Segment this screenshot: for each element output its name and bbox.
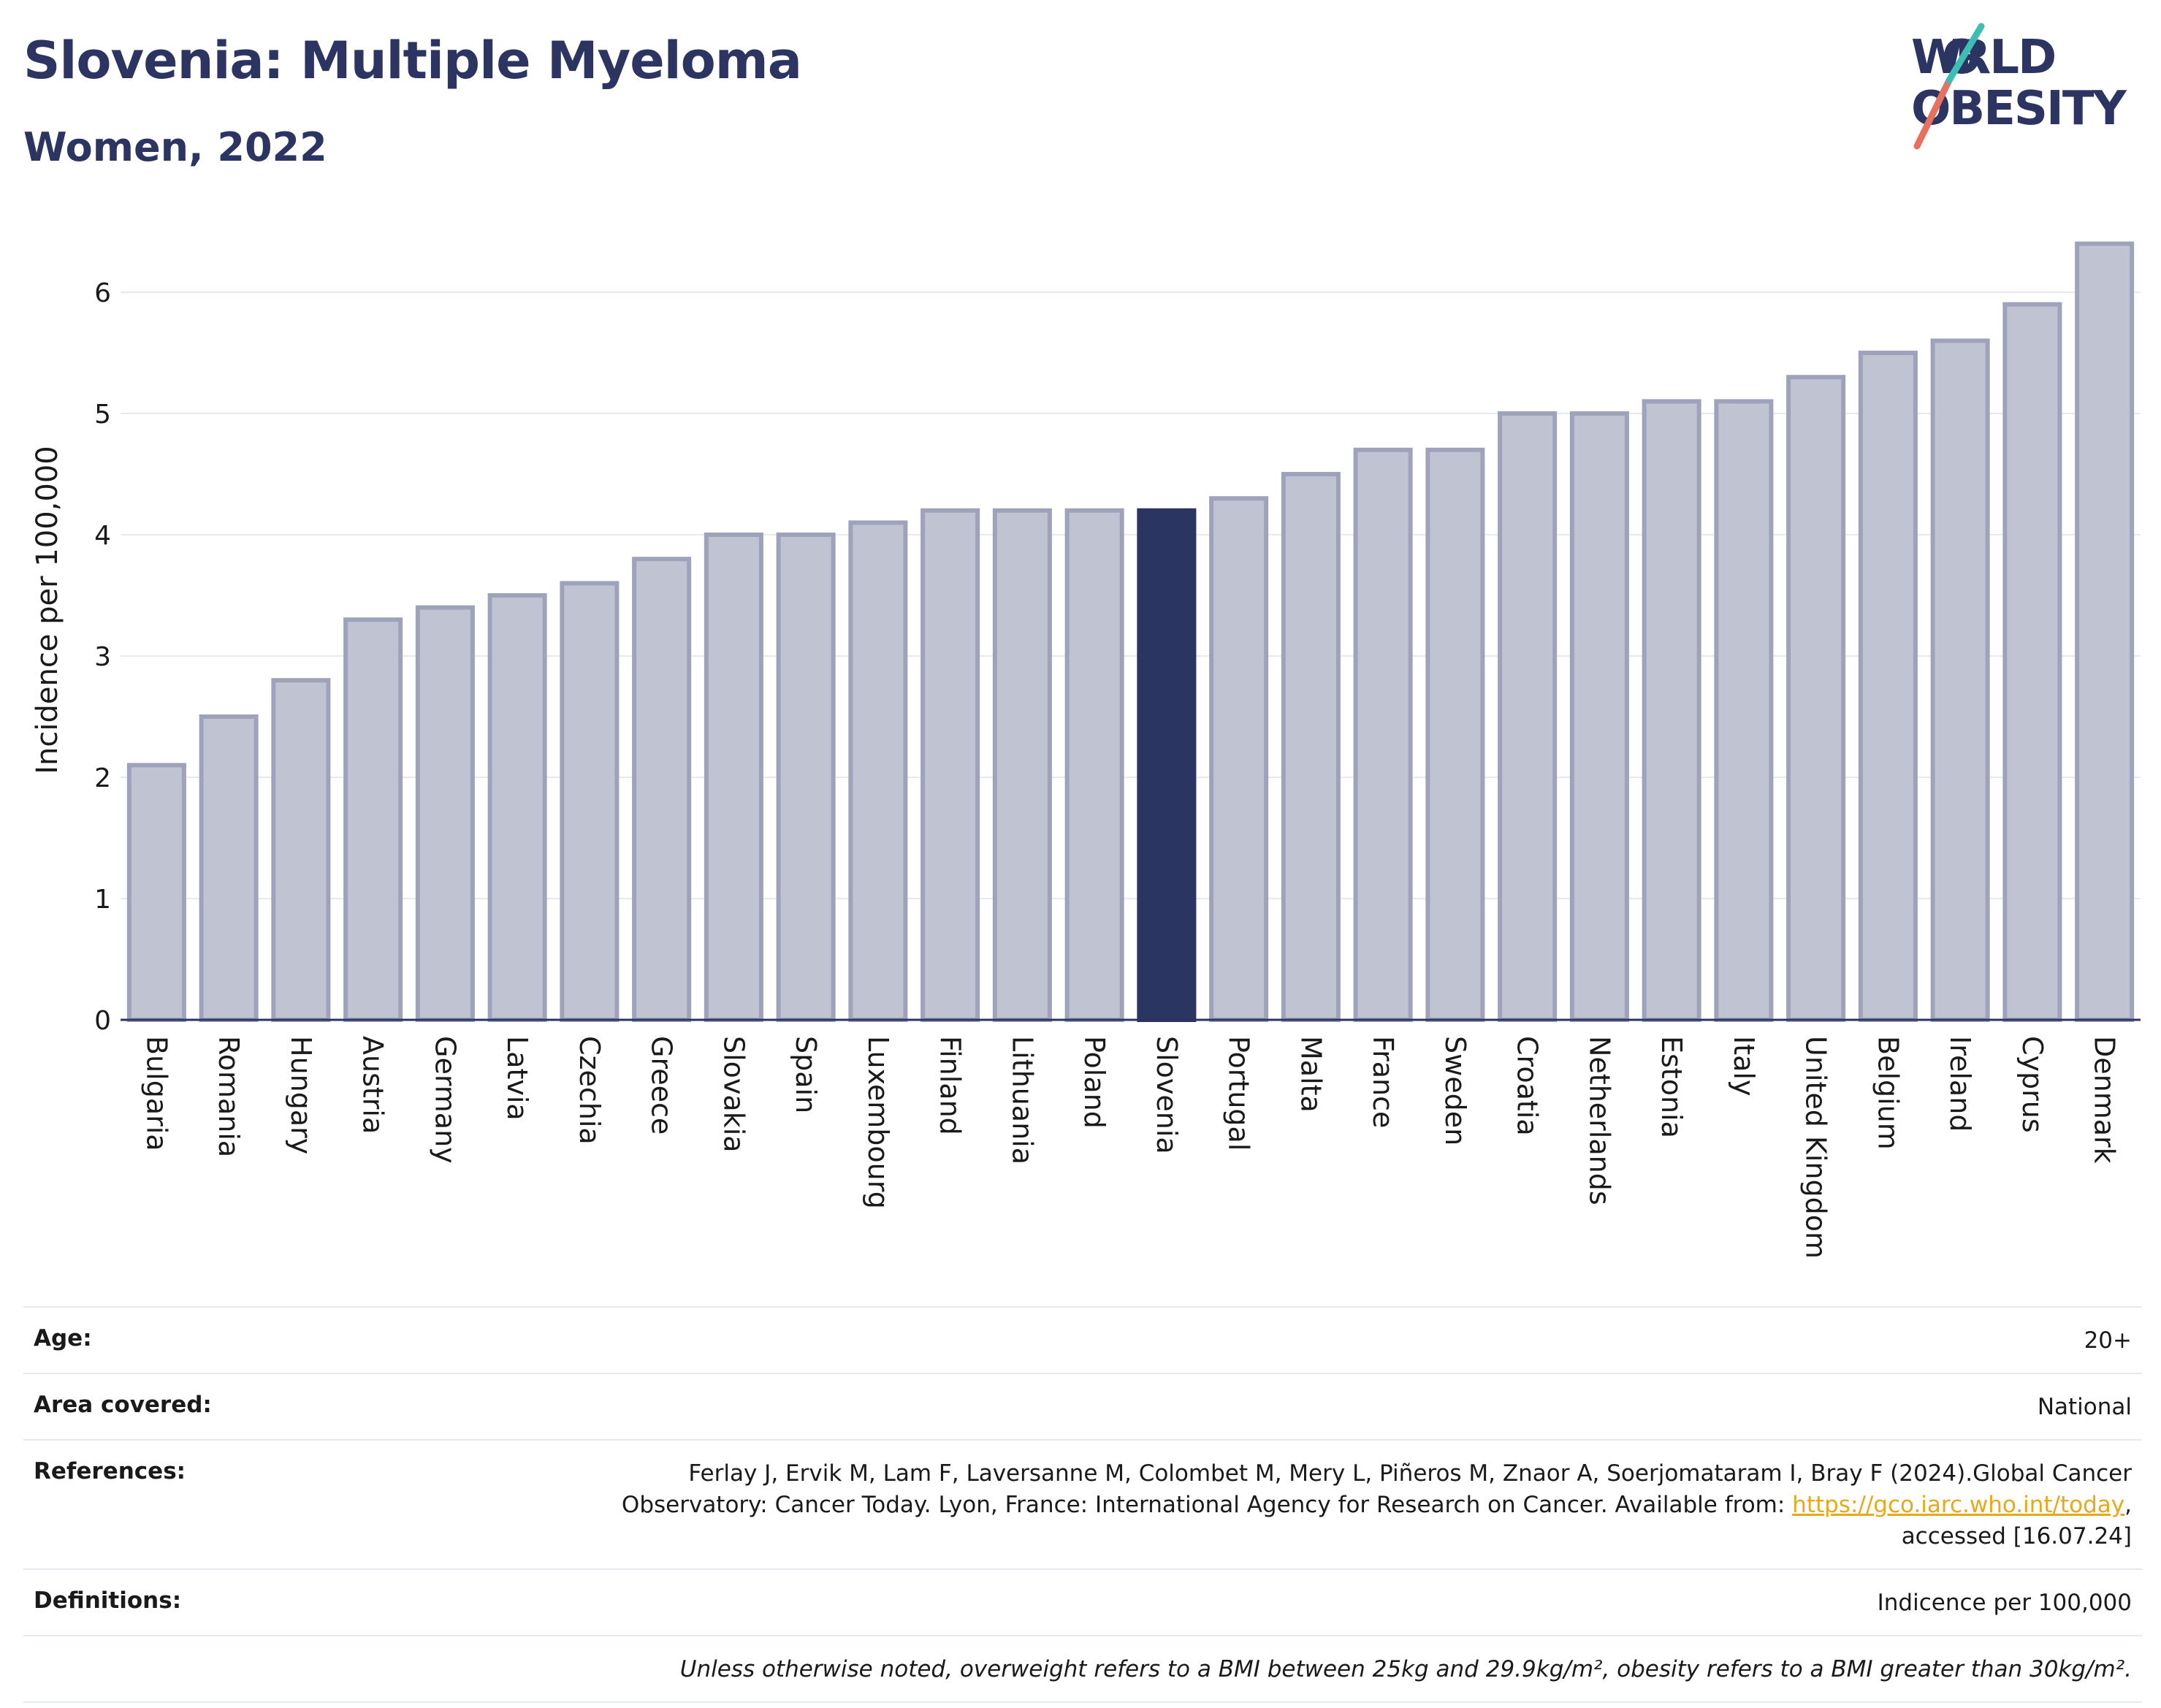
bar-czechia — [560, 581, 620, 1022]
x-tick-label: United Kingdom — [1800, 1036, 1832, 1259]
bar-netherlands — [1569, 411, 1629, 1022]
info-table: Age: 20+ Area covered: National Referenc… — [23, 1306, 2142, 1703]
bar-finland — [921, 508, 980, 1022]
x-tick-label: Latvia — [501, 1036, 533, 1121]
y-tick-label: 1 — [94, 885, 111, 915]
references-line-2: Observatory: Cancer Today. Lyon, France:… — [621, 1492, 1793, 1518]
references-line-1: Ferlay J, Ervik M, Lam F, Laversanne M, … — [688, 1460, 2132, 1487]
bar-slovakia — [704, 533, 763, 1022]
info-row-references: References: Ferlay J, Ervik M, Lam F, La… — [23, 1439, 2142, 1568]
bar-lithuania — [992, 508, 1052, 1022]
x-tick-label: Germany — [429, 1036, 461, 1164]
bar-hungary — [271, 678, 331, 1022]
bar-portugal — [1209, 496, 1269, 1022]
x-tick-label: Denmark — [2089, 1036, 2121, 1164]
x-tick-label: Netherlands — [1583, 1036, 1615, 1205]
x-tick-label: Lithuania — [1006, 1036, 1038, 1164]
age-label: Age: — [34, 1325, 92, 1351]
info-row-definitions: Definitions: Indicence per 100,000 — [23, 1568, 2142, 1635]
references-label: References: — [34, 1458, 186, 1484]
bar-poland — [1064, 508, 1124, 1022]
x-tick-label: Czechia — [573, 1036, 606, 1145]
x-tick-label: Estonia — [1655, 1036, 1688, 1138]
x-tick-label: Cyprus — [2016, 1036, 2048, 1133]
y-tick-label: 6 — [94, 278, 111, 308]
bar-sweden — [1425, 447, 1485, 1022]
bar-malta — [1281, 472, 1341, 1022]
y-tick-label: 3 — [94, 642, 111, 672]
y-tick-label: 0 — [94, 1006, 111, 1036]
x-tick-label: Finland — [934, 1036, 967, 1135]
references-value: Ferlay J, Ervik M, Lam F, Laversanne M, … — [622, 1458, 2132, 1552]
y-tick-label: 5 — [94, 400, 111, 430]
bar-denmark — [2075, 241, 2135, 1023]
bar-estonia — [1642, 399, 1701, 1022]
bar-greece — [632, 557, 692, 1022]
x-tick-label: Croatia — [1512, 1036, 1544, 1136]
x-tick-label: Hungary — [285, 1036, 317, 1154]
x-tick-label: France — [1367, 1036, 1399, 1128]
x-tick-label: Spain — [790, 1036, 822, 1113]
x-tick-label: Poland — [1078, 1036, 1110, 1129]
age-value: 20+ — [2084, 1327, 2132, 1354]
y-axis-label: Incidence per 100,000 — [31, 446, 64, 774]
x-tick-label: Belgium — [1872, 1036, 1904, 1150]
world-obesity-logo: W RLD O OBESITY — [1911, 23, 2128, 150]
bar-france — [1353, 447, 1413, 1022]
bar-romania — [199, 714, 259, 1022]
references-line-3: accessed [16.07.24] — [1901, 1523, 2132, 1549]
x-tick-label: Italy — [1728, 1036, 1760, 1096]
references-line-2-end: , — [2124, 1492, 2132, 1518]
x-tick-label: Ireland — [1944, 1036, 1976, 1132]
info-row-area: Area covered: National — [23, 1373, 2142, 1439]
x-tick-label: Luxembourg — [862, 1036, 894, 1209]
bar-belgium — [1858, 351, 1918, 1022]
page-subtitle: Women, 2022 — [23, 124, 327, 170]
bmi-note: Unless otherwise noted, overweight refer… — [679, 1656, 2132, 1682]
definitions-value: Indicence per 100,000 — [1877, 1590, 2132, 1616]
x-tick-label: Slovenia — [1151, 1036, 1183, 1154]
area-value: National — [2037, 1394, 2132, 1420]
x-tick-label: Romania — [213, 1036, 245, 1157]
bar-austria — [343, 617, 403, 1022]
definitions-label: Definitions: — [34, 1587, 182, 1614]
y-tick-label: 4 — [94, 521, 111, 551]
x-tick-label: Austria — [357, 1036, 389, 1134]
bar-bulgaria — [126, 763, 186, 1023]
x-tick-label: Malta — [1295, 1036, 1327, 1113]
bar-united-kingdom — [1786, 375, 1846, 1022]
bar-germany — [415, 605, 475, 1022]
references-link[interactable]: https://gco.iarc.who.int/today — [1792, 1492, 2125, 1518]
x-tick-label: Bulgaria — [140, 1036, 172, 1151]
x-tick-label: Sweden — [1439, 1036, 1471, 1145]
page-title: Slovenia: Multiple Myeloma — [23, 31, 802, 91]
x-tick-label: Greece — [646, 1036, 678, 1135]
bar-latvia — [487, 593, 547, 1022]
x-tick-label: Portugal — [1223, 1036, 1255, 1151]
info-row-note: Unless otherwise noted, overweight refer… — [23, 1635, 2142, 1703]
bar-ireland — [1930, 338, 1990, 1022]
y-tick-label: 2 — [94, 763, 111, 793]
bar-croatia — [1498, 411, 1558, 1022]
x-tick-label: Slovakia — [717, 1036, 750, 1153]
bar-chart: 0 1 2 3 4 5 6 Bulgaria Romania Hungary Austria Germ… — [31, 241, 2141, 1259]
bar-slovenia — [1137, 508, 1197, 1022]
bar-cyprus — [2002, 302, 2062, 1023]
info-row-age: Age: 20+ — [23, 1306, 2142, 1373]
bar-italy — [1714, 399, 1774, 1022]
area-label: Area covered: — [34, 1392, 212, 1418]
bar-luxembourg — [848, 520, 908, 1022]
bar-spain — [776, 533, 836, 1022]
